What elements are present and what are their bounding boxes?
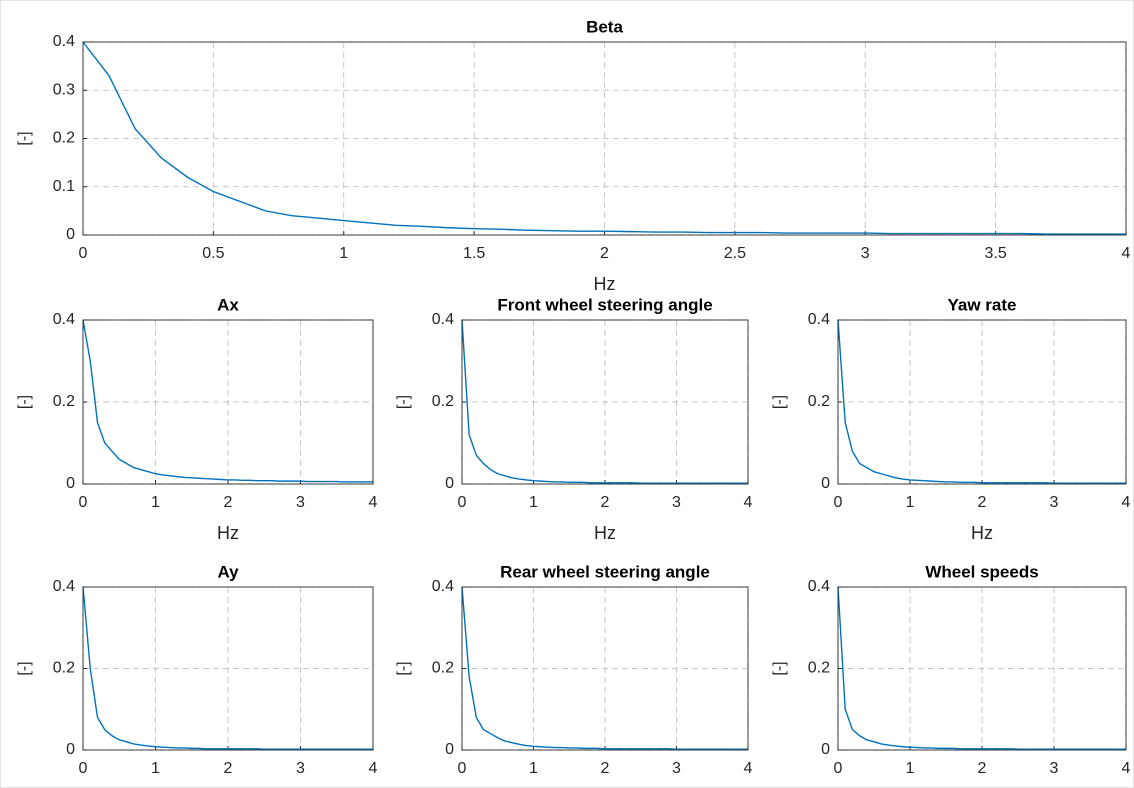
y-tick-label: 0.2: [53, 393, 75, 410]
y-tick-label: 0: [445, 475, 454, 492]
x-tick-label: 1: [151, 760, 160, 777]
y-tick-label: 0.3: [53, 81, 75, 98]
y-tick-label: 0.2: [808, 660, 830, 677]
x-tick-label: 2: [601, 494, 610, 511]
y-tick-label: 0.4: [53, 578, 75, 595]
axes-frame: [837, 586, 1127, 751]
x-tick-label: 1.5: [463, 245, 485, 262]
y-tick-label: 0: [66, 475, 75, 492]
y-tick-label: 0.2: [53, 660, 75, 677]
axes-frame: [82, 586, 374, 751]
x-tick-label: 0: [834, 760, 843, 777]
x-tick-label: 1: [339, 245, 348, 262]
x-tick-label: 2: [978, 760, 987, 777]
x-tick-label: 0.5: [202, 245, 224, 262]
spectrum-line: [837, 319, 1126, 484]
y-tick-label: 0: [821, 741, 830, 758]
x-tick-label: 1: [151, 494, 160, 511]
x-axis-label: Hz: [971, 523, 993, 543]
x-tick-label: 0: [458, 760, 467, 777]
x-tick-label: 3: [296, 760, 305, 777]
x-tick-label: 2: [978, 494, 987, 511]
axes-frame: [82, 41, 1127, 236]
chart-title: Beta: [586, 17, 623, 36]
y-tick-label: 0.4: [53, 311, 75, 328]
y-tick-label: 0.2: [432, 393, 454, 410]
axes-frame: [837, 319, 1127, 485]
y-tick-label: 0.4: [808, 578, 830, 595]
x-tick-label: 2: [600, 245, 609, 262]
y-tick-label: 0.2: [53, 130, 75, 147]
y-axis-label: [-]: [395, 395, 412, 409]
spectrum-line: [82, 319, 373, 483]
y-tick-label: 0.2: [808, 393, 830, 410]
y-tick-label: 0: [445, 741, 454, 758]
x-tick-label: 1: [906, 494, 915, 511]
chart-title: Rear wheel steering angle: [500, 562, 710, 581]
y-tick-label: 0.4: [432, 578, 454, 595]
y-tick-label: 0.2: [432, 660, 454, 677]
x-tick-label: 4: [744, 760, 753, 777]
x-tick-label: 2: [224, 760, 233, 777]
x-tick-label: 4: [1122, 494, 1131, 511]
spectrum-line: [461, 586, 748, 750]
x-tick-label: 4: [369, 494, 378, 511]
y-tick-label: 0: [66, 741, 75, 758]
x-axis-label: Hz: [217, 523, 239, 543]
x-tick-label: 1: [906, 760, 915, 777]
axes-frame: [82, 319, 374, 485]
x-tick-label: 2.5: [724, 245, 746, 262]
x-tick-label: 3: [1050, 494, 1059, 511]
y-tick-label: 0: [66, 226, 75, 243]
x-tick-label: 3: [861, 245, 870, 262]
y-tick-label: 0: [821, 475, 830, 492]
chart-title: Wheel speeds: [925, 562, 1038, 581]
chart-title: Ay: [217, 562, 239, 581]
x-tick-label: 0: [79, 760, 88, 777]
x-tick-label: 3.5: [985, 245, 1007, 262]
x-tick-label: 4: [744, 494, 753, 511]
y-axis-label: [-]: [771, 395, 788, 409]
x-tick-label: 1: [529, 494, 538, 511]
y-tick-label: 0.4: [53, 33, 75, 50]
x-tick-label: 0: [79, 494, 88, 511]
chart-title: Ax: [217, 295, 239, 314]
y-axis-label: [-]: [16, 131, 33, 145]
x-axis-label: Hz: [594, 523, 616, 543]
spectrum-line: [82, 41, 1126, 235]
axes-frame: [461, 586, 749, 751]
spectrum-line: [837, 586, 1126, 750]
chart-title: Yaw rate: [948, 295, 1017, 314]
x-tick-label: 0: [834, 494, 843, 511]
x-tick-label: 4: [1122, 245, 1131, 262]
y-tick-label: 0.4: [808, 311, 830, 328]
x-tick-label: 1: [529, 760, 538, 777]
chart-title: Front wheel steering angle: [497, 295, 712, 314]
x-axis-label: Hz: [594, 274, 616, 294]
x-tick-label: 3: [296, 494, 305, 511]
y-axis-label: [-]: [395, 661, 412, 675]
x-tick-label: 3: [672, 760, 681, 777]
x-tick-label: 3: [1050, 760, 1059, 777]
x-tick-label: 4: [1122, 760, 1131, 777]
x-tick-label: 2: [224, 494, 233, 511]
axes-frame: [461, 319, 749, 485]
x-tick-label: 0: [79, 245, 88, 262]
y-axis-label: [-]: [16, 661, 33, 675]
x-tick-label: 2: [601, 760, 610, 777]
spectrum-line: [461, 319, 748, 484]
y-axis-label: [-]: [16, 395, 33, 409]
x-tick-label: 4: [369, 760, 378, 777]
x-tick-label: 0: [458, 494, 467, 511]
x-tick-label: 3: [672, 494, 681, 511]
y-tick-label: 0.4: [432, 311, 454, 328]
y-axis-label: [-]: [771, 661, 788, 675]
y-tick-label: 0.1: [53, 178, 75, 195]
spectrum-line: [82, 586, 373, 750]
